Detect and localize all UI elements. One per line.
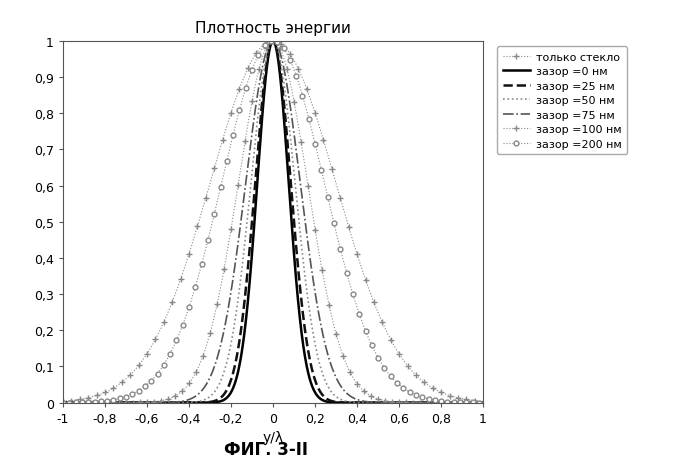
зазор =25 нм (238, 318, 246, 324)
зазор =75 нм (470, 400, 479, 406)
зазор =75 нм (426, 400, 434, 406)
зазор =50 нм (106, 400, 115, 406)
зазор =200 нм (106, 398, 115, 403)
только стекло (479, 399, 487, 404)
зазор =75 нм (132, 400, 140, 406)
зазор =0 нм (220, 397, 228, 403)
Line: зазор =25 нм: зазор =25 нм (63, 42, 483, 403)
зазор =25 нм (220, 392, 228, 397)
зазор =0 нм (426, 400, 434, 406)
зазор =200 нм (220, 170, 228, 176)
зазор =200 нм (59, 400, 67, 406)
зазор =0 нм (269, 39, 277, 44)
зазор =200 нм (132, 390, 140, 395)
зазор =100 нм (470, 400, 479, 406)
зазор =50 нм (269, 39, 277, 44)
зазор =100 нм (269, 39, 277, 44)
только стекло (106, 387, 115, 393)
только стекло (132, 366, 140, 372)
зазор =25 нм (132, 400, 140, 406)
зазор =50 нм (220, 369, 228, 375)
зазор =50 нм (479, 400, 487, 406)
Line: зазор =100 нм: зазор =100 нм (60, 39, 486, 406)
зазор =25 нм (426, 400, 434, 406)
только стекло (59, 399, 67, 404)
только стекло (426, 384, 434, 389)
зазор =100 нм (426, 400, 434, 406)
зазор =50 нм (238, 263, 246, 269)
зазор =0 нм (238, 346, 246, 352)
зазор =50 нм (426, 400, 434, 406)
зазор =25 нм (59, 400, 67, 406)
зазор =25 нм (479, 400, 487, 406)
зазор =100 нм (220, 267, 228, 272)
Legend: только стекло, зазор =0 нм, зазор =25 нм, зазор =50 нм, зазор =75 нм, зазор =100: только стекло, зазор =0 нм, зазор =25 нм… (497, 47, 627, 155)
зазор =200 нм (269, 39, 277, 44)
зазор =100 нм (479, 400, 487, 406)
зазор =75 нм (269, 39, 277, 44)
зазор =0 нм (470, 400, 479, 406)
зазор =200 нм (238, 98, 246, 104)
зазор =200 нм (470, 400, 479, 406)
Line: зазор =0 нм: зазор =0 нм (63, 42, 483, 403)
зазор =0 нм (132, 400, 140, 406)
Line: зазор =200 нм: зазор =200 нм (61, 39, 485, 405)
зазор =50 нм (470, 400, 479, 406)
зазор =75 нм (59, 400, 67, 406)
зазор =100 нм (238, 156, 246, 162)
зазор =25 нм (269, 39, 277, 44)
только стекло (269, 39, 277, 44)
зазор =50 нм (59, 400, 67, 406)
Text: ФИГ. 3-II: ФИГ. 3-II (224, 440, 308, 458)
зазор =0 нм (59, 400, 67, 406)
зазор =25 нм (106, 400, 115, 406)
только стекло (220, 133, 228, 138)
зазор =50 нм (132, 400, 140, 406)
зазор =100 нм (59, 400, 67, 406)
зазор =0 нм (479, 400, 487, 406)
зазор =200 нм (426, 396, 434, 402)
зазор =25 нм (470, 400, 479, 406)
зазор =0 нм (106, 400, 115, 406)
Line: зазор =50 нм: зазор =50 нм (63, 42, 483, 403)
только стекло (470, 398, 479, 403)
зазор =100 нм (132, 400, 140, 406)
X-axis label: y/λ: y/λ (262, 430, 284, 444)
зазор =75 нм (106, 400, 115, 406)
зазор =75 нм (238, 208, 246, 214)
зазор =75 нм (220, 328, 228, 333)
зазор =200 нм (479, 400, 487, 406)
Title: Плотность энергии: Плотность энергии (195, 21, 351, 37)
только стекло (238, 80, 246, 85)
зазор =100 нм (106, 400, 115, 406)
Line: только стекло: только стекло (60, 39, 486, 404)
зазор =75 нм (479, 400, 487, 406)
Line: зазор =75 нм: зазор =75 нм (63, 42, 483, 403)
